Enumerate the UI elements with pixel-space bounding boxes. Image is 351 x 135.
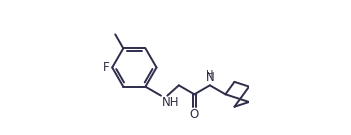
Text: NH: NH bbox=[161, 96, 179, 109]
Text: F: F bbox=[103, 61, 110, 74]
Text: O: O bbox=[190, 108, 199, 121]
Text: H: H bbox=[206, 70, 213, 80]
Text: N: N bbox=[205, 71, 214, 84]
